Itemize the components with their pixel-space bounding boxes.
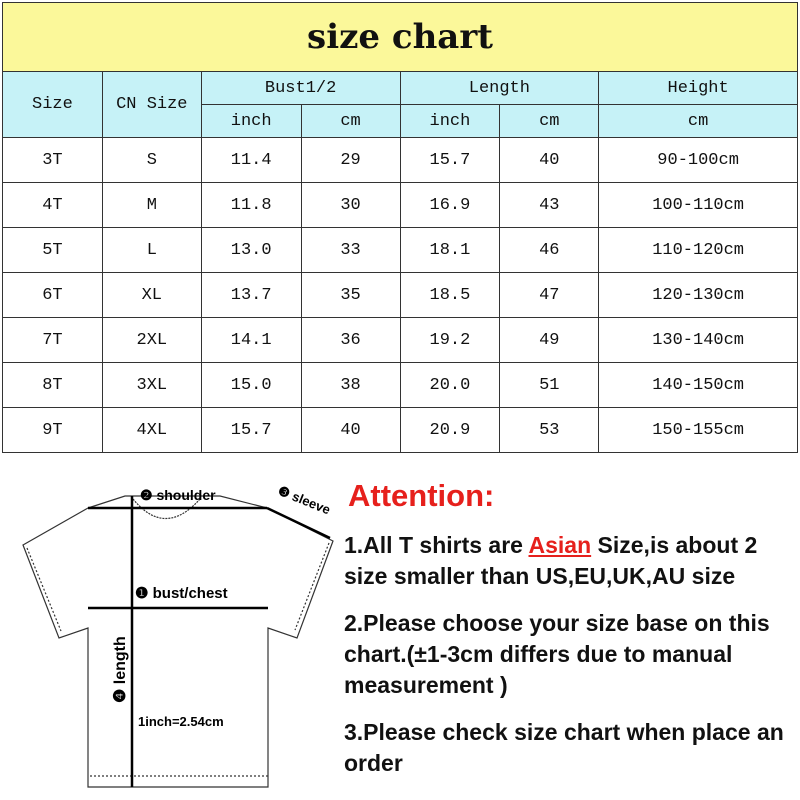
header-height: Height <box>598 71 798 105</box>
table-cell: 18.5 <box>399 272 501 318</box>
table-cell: M <box>101 182 202 228</box>
subheader-bust-cm: cm <box>300 104 401 138</box>
subheader-length-inch: inch <box>399 104 501 138</box>
table-cell: 20.0 <box>399 362 501 408</box>
table-cell: 18.1 <box>399 227 501 273</box>
header-cn-size: CN Size <box>101 71 202 138</box>
header-length: Length <box>399 71 600 105</box>
table-cell: 15.0 <box>200 362 302 408</box>
header-bust: Bust1/2 <box>200 71 401 105</box>
table-cell: 19.2 <box>399 317 501 363</box>
note-1-text-a: 1.All T shirts are <box>344 532 529 558</box>
asian-highlight: Asian <box>528 532 592 558</box>
tshirt-diagram: ❷ shoulder ❸ sleeve ❶ bust/chest ❹ lengt… <box>22 483 334 788</box>
table-row: 4T M 11.8 30 16.9 43 100-110cm <box>2 182 798 228</box>
table-cell: 40 <box>300 407 401 453</box>
table-cell: 14.1 <box>200 317 302 363</box>
table-cell: 36 <box>300 317 401 363</box>
table-cell: 20.9 <box>399 407 501 453</box>
table-cell: 4T <box>2 182 103 228</box>
table-cell: 9T <box>2 407 103 453</box>
table-cell: 43 <box>499 182 600 228</box>
table-cell: 15.7 <box>200 407 302 453</box>
table-cell: 16.9 <box>399 182 501 228</box>
table-cell: 5T <box>2 227 103 273</box>
subheader-height-cm: cm <box>598 104 798 138</box>
table-cell: 11.4 <box>200 137 302 183</box>
table-cell: 90-100cm <box>598 137 798 183</box>
table-cell: 4XL <box>101 407 202 453</box>
table-row: 9T 4XL 15.7 40 20.9 53 150-155cm <box>2 407 798 453</box>
conversion-note: 1inch=2.54cm <box>138 714 224 729</box>
table-cell: 6T <box>2 272 103 318</box>
table-row: 7T 2XL 14.1 36 19.2 49 130-140cm <box>2 317 798 363</box>
table-cell: 47 <box>499 272 600 318</box>
bust-label: ❶ bust/chest <box>135 585 228 602</box>
table-cell: 120-130cm <box>598 272 798 318</box>
table-cell: 29 <box>300 137 401 183</box>
table-cell: 53 <box>499 407 600 453</box>
size-chart-table: size chart Size CN Size Bust1/2 Length H… <box>2 2 798 453</box>
table-cell: 140-150cm <box>598 362 798 408</box>
shoulder-label: ❷ shoulder <box>140 487 216 503</box>
table-cell: 30 <box>300 182 401 228</box>
table-cell: L <box>101 227 202 273</box>
table-cell: 35 <box>300 272 401 318</box>
note-1: 1.All T shirts are Asian Size,is about 2… <box>344 530 800 592</box>
chart-title: size chart <box>2 2 798 72</box>
table-cell: S <box>101 137 202 183</box>
table-cell: 40 <box>499 137 600 183</box>
table-cell: 7T <box>2 317 103 363</box>
table-cell: 38 <box>300 362 401 408</box>
table-cell: 11.8 <box>200 182 302 228</box>
sleeve-label: ❸ sleeve <box>276 483 333 518</box>
table-row: 8T 3XL 15.0 38 20.0 51 140-150cm <box>2 362 798 408</box>
note-3: 3.Please check size chart when place an … <box>344 719 784 776</box>
table-cell: 3T <box>2 137 103 183</box>
attention-heading: Attention: <box>348 478 495 513</box>
length-label: ❹ length <box>112 636 129 703</box>
table-cell: 51 <box>499 362 600 408</box>
table-cell: 13.0 <box>200 227 302 273</box>
header-size: Size <box>2 71 103 138</box>
table-cell: 130-140cm <box>598 317 798 363</box>
table-cell: 33 <box>300 227 401 273</box>
subheader-length-cm: cm <box>499 104 600 138</box>
table-cell: 2XL <box>101 317 202 363</box>
table-row: 6T XL 13.7 35 18.5 47 120-130cm <box>2 272 798 318</box>
table-cell: 3XL <box>101 362 202 408</box>
table-cell: 49 <box>499 317 600 363</box>
table-row: 3T S 11.4 29 15.7 40 90-100cm <box>2 137 798 183</box>
subheader-bust-inch: inch <box>200 104 302 138</box>
note-1-text-b: Size,is about 2 size smaller than US,EU,… <box>344 532 758 589</box>
table-cell: 110-120cm <box>598 227 798 273</box>
table-cell: 150-155cm <box>598 407 798 453</box>
table-cell: 46 <box>499 227 600 273</box>
table-cell: 15.7 <box>399 137 501 183</box>
note-2: 2.Please choose your size base on this c… <box>344 610 770 698</box>
table-cell: 13.7 <box>200 272 302 318</box>
table-cell: 8T <box>2 362 103 408</box>
table-row: 5T L 13.0 33 18.1 46 110-120cm <box>2 227 798 273</box>
table-cell: 100-110cm <box>598 182 798 228</box>
table-cell: XL <box>101 272 202 318</box>
